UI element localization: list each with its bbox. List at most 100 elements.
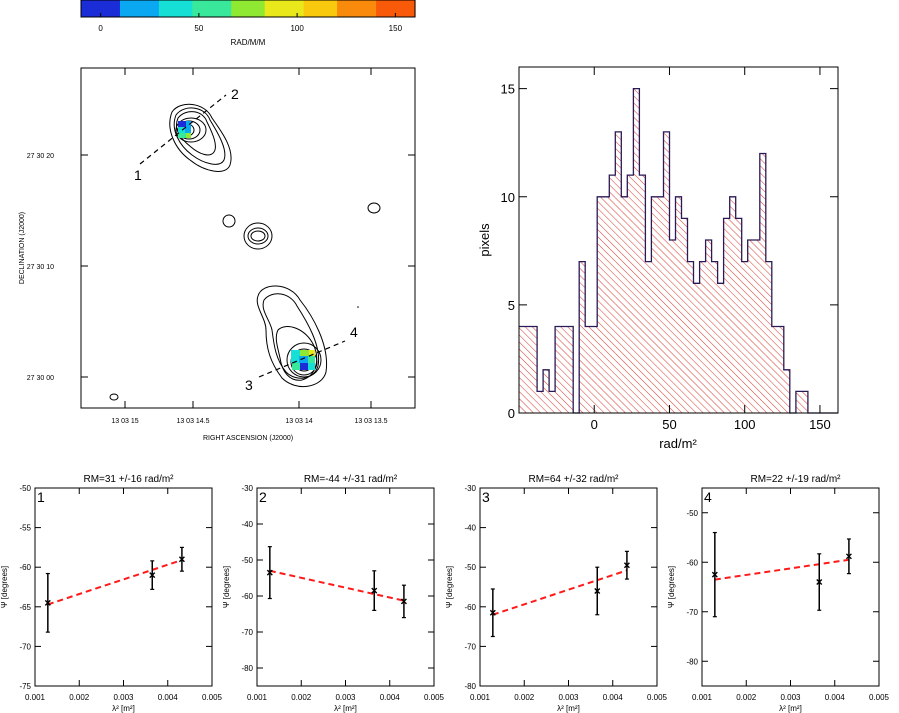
colorbar-swatch	[158, 0, 166, 17]
panel-x-tick-label: 0.001	[470, 693, 491, 702]
south-source-contours	[256, 285, 328, 387]
panel-x-tick-label: 0.001	[247, 693, 268, 702]
histogram-y-tick-label: 10	[501, 190, 515, 205]
data-point	[845, 553, 852, 560]
colorbar-swatch	[103, 0, 110, 17]
colorbar-swatch	[337, 0, 344, 17]
dec-tick-2: 27 30 10	[27, 264, 54, 271]
colorbar: 0 50 100 150 RAD/M/M	[80, 0, 416, 47]
histogram-bar	[663, 131, 670, 413]
panel-x-tick-label: 0.004	[380, 693, 401, 702]
colorbar-swatch	[381, 0, 388, 17]
slice-3-panel: RM=64 +/-32 rad/m² 3 0.001 0.002 0.003 0.004 0…	[445, 474, 668, 713]
histogram-bar	[543, 369, 550, 413]
colorbar-swatch	[114, 0, 121, 17]
histogram-bar	[639, 175, 646, 413]
colorbar-gradient	[81, 0, 416, 17]
panel-frame	[701, 487, 880, 687]
histogram-x-tick-label: 100	[734, 417, 756, 432]
dec-axis-label: DECLINATION (J2000)	[19, 212, 26, 284]
slice-2-panel: RM=-44 +/-31 rad/m² 2 0.001 0.002 0.003 0.004…	[222, 474, 445, 713]
histogram-bar	[603, 196, 610, 413]
panel-x-tick-label: 0.002	[514, 693, 535, 702]
histogram-bar	[537, 391, 544, 413]
panel-y-tick-label: -55	[19, 524, 31, 533]
rm-histogram-chart: 0 50 100 150 0 5 10 15 rad/m² pixels	[477, 66, 839, 451]
panel-x-tick-label: 0.005	[424, 693, 445, 702]
histogram-y-tick-label: 0	[508, 406, 515, 421]
histogram-bar	[561, 326, 568, 413]
histogram-bar	[795, 391, 802, 413]
colorbar-swatch	[119, 0, 127, 17]
slice-label-3: 3	[245, 377, 253, 393]
histogram-bar	[729, 196, 736, 413]
data-point	[44, 599, 51, 606]
slice-label-2: 2	[231, 86, 239, 102]
histogram-y-label: pixels	[477, 223, 492, 257]
colorbar-swatch	[259, 0, 266, 17]
slice-label-1: 1	[134, 167, 142, 183]
ra-tick-2: 13 03 14.5	[176, 418, 209, 425]
panel-y-tick-label: -30	[464, 484, 476, 493]
colorbar-swatch	[253, 0, 260, 17]
panel-y-tick-label: -70	[19, 642, 31, 651]
colorbar-swatch	[248, 0, 255, 17]
colorbar-swatch	[270, 0, 277, 17]
stray-pixel	[357, 306, 359, 308]
colorbar-tick-label: 150	[389, 24, 403, 33]
panel-frame	[256, 487, 435, 687]
histogram-bar	[567, 326, 574, 413]
panel-title: RM=-44 +/-31 rad/m²	[304, 474, 398, 485]
slice-line-3-4	[258, 340, 346, 378]
histogram-x-tick-label: 50	[662, 417, 676, 432]
panel-title: RM=31 +/-16 rad/m²	[83, 474, 174, 485]
colorbar-swatch	[131, 0, 138, 17]
ra-tick-1: 13 03 15	[111, 418, 138, 425]
colorbar-swatch	[342, 0, 349, 17]
panel-y-tick-label: -30	[241, 484, 253, 493]
fit-line	[492, 569, 628, 616]
colorbar-tick-label: 0	[98, 24, 103, 33]
colorbar-swatch	[164, 0, 171, 17]
histogram-bar	[633, 88, 640, 413]
colorbar-swatch	[325, 0, 333, 17]
histogram-y-tick-label: 5	[508, 298, 515, 313]
data-point	[371, 587, 378, 594]
colorbar-swatch	[242, 0, 249, 17]
colorbar-swatch	[409, 0, 416, 17]
panel-y-label: Ψ [degrees]	[222, 566, 231, 608]
colorbar-swatch	[125, 0, 132, 17]
colorbar-swatch	[197, 0, 205, 17]
colorbar-swatch	[331, 0, 338, 17]
colorbar-swatch	[303, 0, 310, 17]
south-source-rm-colors	[291, 350, 315, 370]
panel-x-label: λ² [m²]	[557, 704, 580, 713]
colorbar-tick-label: 100	[290, 24, 304, 33]
data-point	[266, 569, 273, 576]
histogram-bar	[741, 261, 748, 413]
colorbar-swatch	[387, 0, 394, 17]
colorbar-swatch	[203, 0, 210, 17]
panel-y-tick-label: -50	[19, 484, 31, 493]
panel-x-tick-label: 0.003	[113, 693, 134, 702]
histogram-bar	[585, 326, 592, 413]
north-source-rm-colors	[178, 121, 191, 138]
ra-axis-label: RIGHT ASCENSION (J2000)	[203, 435, 293, 442]
data-point	[623, 562, 630, 569]
histogram-bar	[591, 326, 598, 413]
histogram-x-tick-label: 150	[809, 417, 831, 432]
panel-y-tick-label: -70	[686, 608, 698, 617]
fit-line	[269, 569, 405, 602]
colorbar-swatch	[398, 0, 405, 17]
panel-y-tick-label: -60	[241, 592, 253, 601]
colorbar-swatch	[86, 0, 93, 17]
panel-x-tick-label: 0.001	[25, 693, 46, 702]
slice-line-1-2	[139, 94, 227, 165]
sky-map-frame	[80, 67, 416, 409]
sky-map: 13 03 15 13 03 14.5 13 03 14 13 03 13.5 …	[19, 67, 416, 442]
histogram-bar	[759, 153, 766, 413]
colorbar-swatch	[292, 0, 299, 17]
slice-1-panel: RM=31 +/-16 rad/m² 1 0.001 0.002 0.003 0.004 0…	[0, 474, 223, 713]
panel-y-tick-label: -80	[686, 657, 698, 666]
colorbar-swatch	[275, 0, 282, 17]
